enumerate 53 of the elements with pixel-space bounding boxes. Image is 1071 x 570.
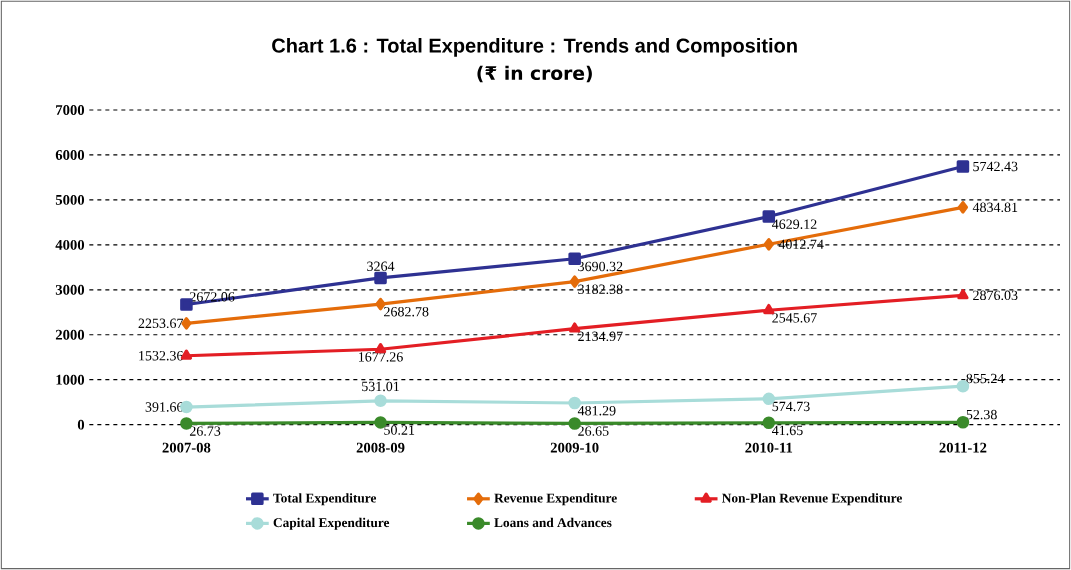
data-label: 5742.43 bbox=[973, 161, 1018, 172]
data-label: 2253.67 bbox=[138, 318, 184, 329]
y-tick-label: 5000 bbox=[55, 194, 85, 205]
data-label: 481.29 bbox=[577, 405, 616, 416]
legend-label: Loans and Advances bbox=[494, 517, 612, 528]
data-label: 855.24 bbox=[966, 373, 1005, 384]
data-label: 3182.38 bbox=[578, 284, 623, 295]
data-label: 26.65 bbox=[578, 426, 609, 436]
point bbox=[374, 271, 387, 285]
x-tick-label: 2011-12 bbox=[939, 442, 987, 453]
point bbox=[763, 303, 775, 315]
legend-label: Non-Plan Revenue Expenditure bbox=[722, 493, 902, 506]
data-label: 3264 bbox=[367, 261, 395, 272]
data-label: 2545.67 bbox=[772, 313, 817, 323]
data-label: 4012.74 bbox=[778, 239, 824, 250]
point bbox=[956, 160, 970, 173]
data-label: 574.73 bbox=[772, 401, 810, 412]
y-tick-label: 1000 bbox=[56, 374, 85, 385]
legend-label: Revenue Expenditure bbox=[494, 493, 617, 506]
data-label: 2682.78 bbox=[384, 307, 429, 317]
x-tick-label: 2009-10 bbox=[550, 442, 599, 453]
y-tick-label: 2000 bbox=[55, 329, 85, 340]
data-label: 3690.32 bbox=[578, 261, 623, 272]
legend-label: Total Expenditure bbox=[273, 493, 377, 506]
x-tick-label: 2008-09 bbox=[356, 442, 405, 453]
legend-label: Capital Expenditure bbox=[273, 517, 390, 530]
data-label: 531.01 bbox=[362, 381, 399, 392]
y-tick-label: 7000 bbox=[56, 105, 85, 115]
point bbox=[957, 201, 969, 214]
y-tick-label: 3000 bbox=[55, 284, 85, 295]
data-label: 26.73 bbox=[189, 426, 221, 436]
data-label: 1532.36 bbox=[139, 351, 184, 361]
point bbox=[763, 238, 774, 251]
chart-title: Chart 1.6 : Total Expenditure : Trends and Composition bbox=[272, 38, 797, 57]
y-tick-label: 6000 bbox=[55, 150, 85, 160]
point bbox=[569, 322, 581, 333]
point bbox=[957, 289, 969, 300]
data-label: 41.65 bbox=[772, 425, 803, 436]
point bbox=[375, 297, 386, 311]
chart-subtitle: (₹ in crore) bbox=[477, 65, 592, 83]
y-tick-label: 0 bbox=[77, 419, 85, 430]
x-tick-label: 2010-11 bbox=[745, 442, 793, 453]
x-tick-label: 2007-08 bbox=[162, 442, 211, 453]
data-label: 4834.81 bbox=[972, 202, 1018, 213]
point bbox=[374, 394, 387, 408]
point bbox=[569, 275, 580, 288]
data-label: 52.38 bbox=[966, 409, 997, 420]
data-label: 4629.12 bbox=[772, 219, 817, 229]
data-label: 2134.97 bbox=[578, 331, 623, 342]
data-label: 2876.03 bbox=[973, 290, 1018, 301]
data-label: 2672.06 bbox=[189, 292, 235, 302]
data-label: 50.21 bbox=[384, 425, 415, 435]
y-tick-label: 4000 bbox=[55, 239, 85, 250]
